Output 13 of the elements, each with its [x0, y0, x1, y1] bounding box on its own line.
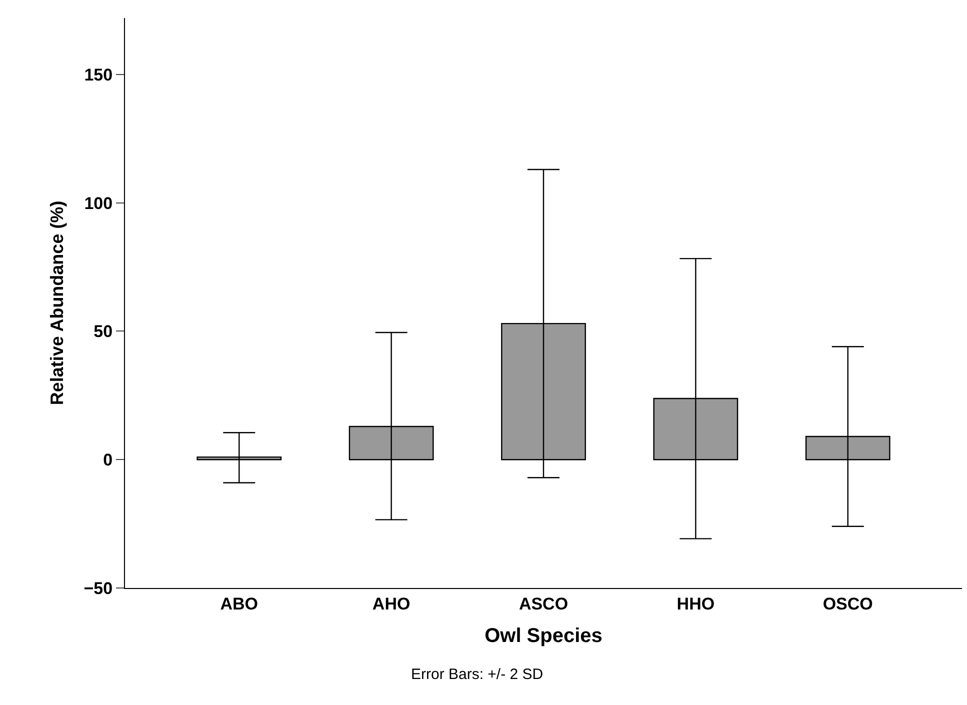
- x-axis-title: Owl Species: [484, 624, 602, 647]
- text: Error Bars: +/- 2 SD: [411, 666, 544, 683]
- y-tick-label: 100: [84, 194, 113, 213]
- y-tick-label: 150: [84, 65, 113, 84]
- y-tick-label: 0: [103, 450, 113, 470]
- y-tick-label: −50: [84, 578, 113, 598]
- x-tick-label: HHO: [676, 594, 715, 614]
- x-tick-label: AHO: [372, 594, 410, 614]
- x-tick-label: OSCO: [822, 594, 873, 614]
- y-axis-title: Relative Abundance (%): [46, 200, 67, 406]
- x-tick-label: ABO: [220, 594, 258, 614]
- y-tick-label: 50: [94, 322, 113, 342]
- x-tick-label: ASCO: [518, 594, 568, 614]
